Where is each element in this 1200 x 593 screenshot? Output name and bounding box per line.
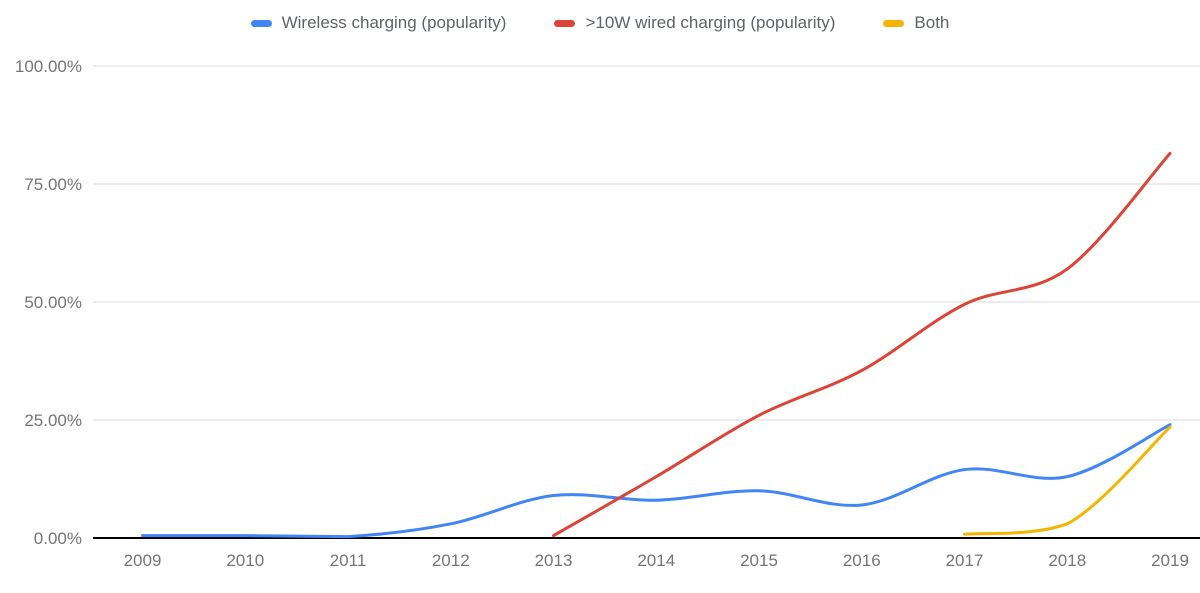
x-tick-label-2017: 2017 — [946, 551, 984, 570]
legend-swatch-wired-charging — [554, 19, 576, 27]
series-line-2[interactable] — [963, 425, 1172, 536]
legend-item-wireless-charging[interactable]: Wireless charging (popularity) — [250, 13, 507, 33]
legend-swatch-wireless-charging — [250, 19, 272, 27]
legend-item-both[interactable]: Both — [883, 13, 949, 33]
x-tick-label-2012: 2012 — [432, 551, 470, 570]
x-tick-label-2016: 2016 — [843, 551, 881, 570]
series-line-1[interactable] — [552, 151, 1172, 538]
legend-label-wired-charging: >10W wired charging (popularity) — [585, 13, 836, 32]
x-tick-label-2011: 2011 — [330, 551, 367, 570]
legend-label-wireless-charging: Wireless charging (popularity) — [281, 13, 507, 32]
legend-label-both: Both — [914, 13, 950, 32]
y-tick-label-25: 25.00% — [24, 411, 82, 430]
x-tick-label-2013: 2013 — [535, 551, 573, 570]
y-tick-label-0: 0.00% — [34, 529, 82, 548]
x-tick-label-2010: 2010 — [226, 551, 264, 570]
x-tick-label-2019: 2019 — [1151, 551, 1189, 570]
series-line-0[interactable] — [141, 423, 1172, 539]
y-tick-label-50: 50.00% — [24, 293, 82, 312]
x-tick-label-2018: 2018 — [1048, 551, 1086, 570]
legend-item-wired-charging[interactable]: >10W wired charging (popularity) — [554, 13, 835, 33]
legend-swatch-both — [883, 19, 905, 27]
chart-legend: Wireless charging (popularity) >10W wire… — [0, 13, 1200, 33]
y-tick-label-75: 75.00% — [24, 175, 82, 194]
y-tick-label-100: 100.00% — [15, 57, 82, 76]
x-tick-label-2015: 2015 — [740, 551, 778, 570]
x-tick-label-2014: 2014 — [637, 551, 675, 570]
x-tick-label-2009: 2009 — [124, 551, 162, 570]
